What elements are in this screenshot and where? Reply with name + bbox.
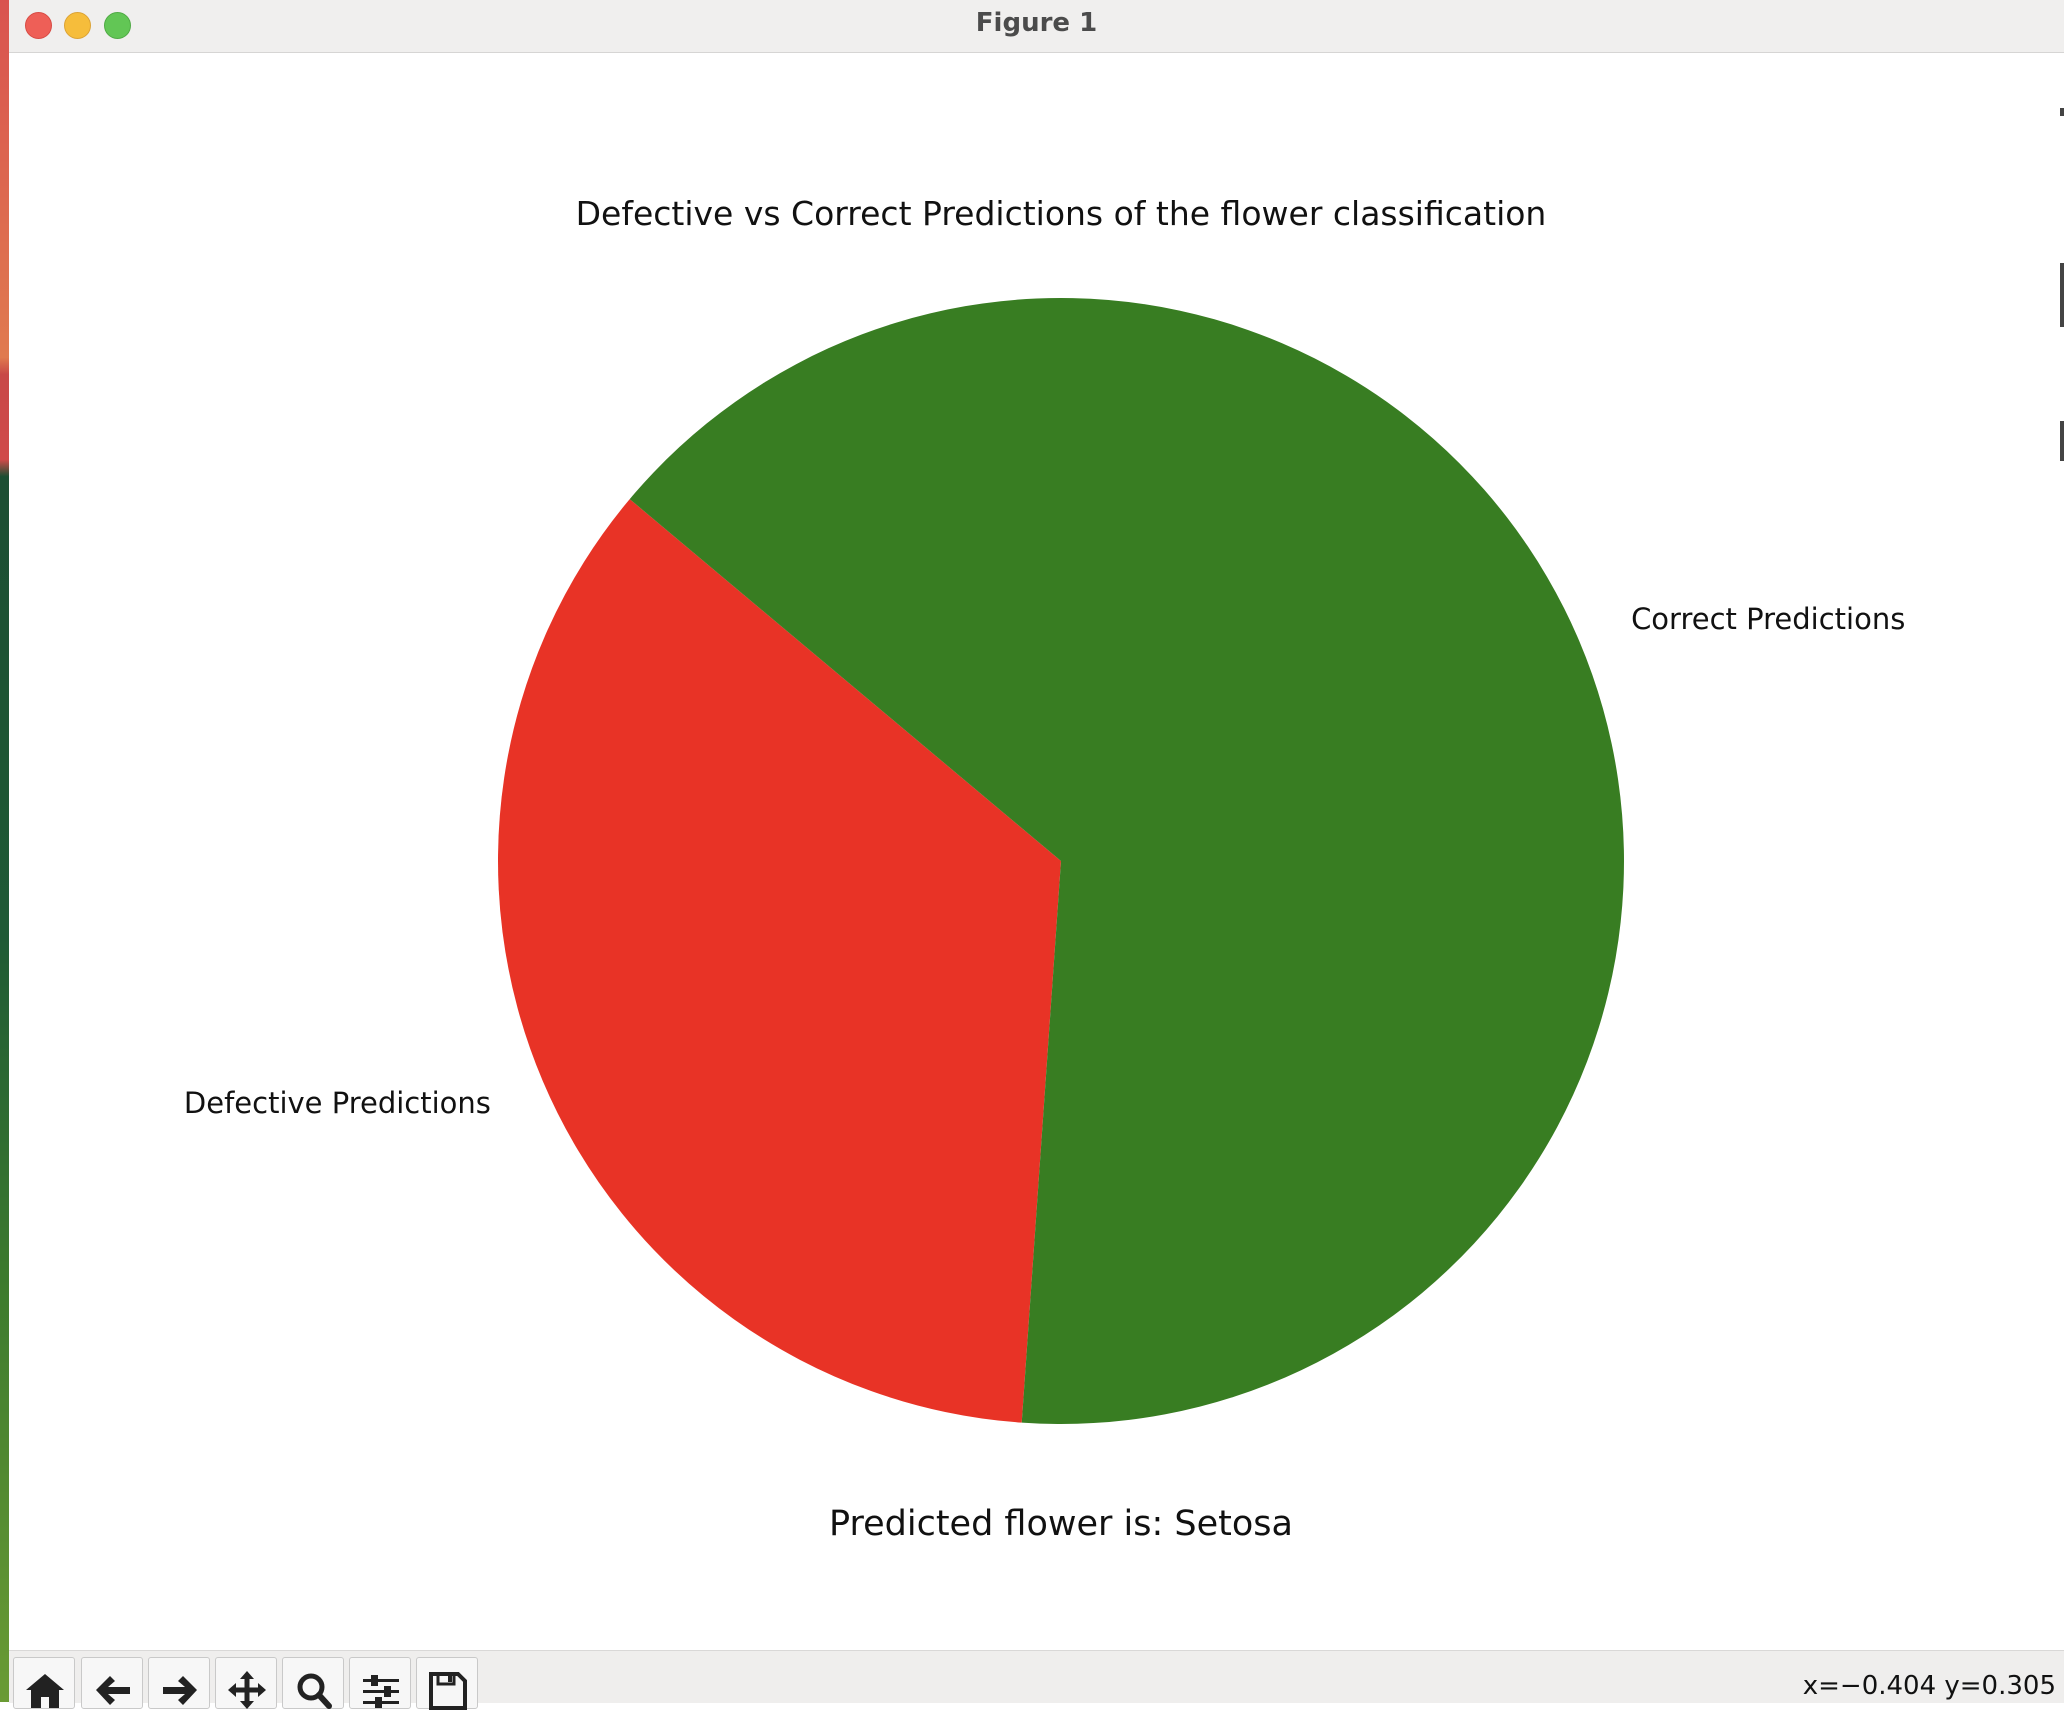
- pie-slice-correct-predictions: [629, 298, 1624, 1425]
- navigation-toolbar: x=−0.404 y=0.305: [9, 1650, 2064, 1710]
- home-button[interactable]: [13, 1657, 75, 1709]
- minimize-window-button[interactable]: [64, 12, 91, 39]
- edge-mark: [2060, 263, 2064, 327]
- chart-xlabel: Predicted flower is: Setosa: [829, 1504, 1293, 1544]
- window-title: Figure 1: [975, 8, 1098, 38]
- move-icon: [228, 1671, 266, 1709]
- slice-label: Correct Predictions: [1631, 602, 1905, 636]
- figure-canvas[interactable]: Defective vs Correct Predictions of the …: [9, 53, 2064, 1650]
- zoom-button[interactable]: [282, 1657, 344, 1709]
- configure-subplots-button[interactable]: [349, 1657, 411, 1709]
- window-titlebar[interactable]: Figure 1: [9, 0, 2064, 53]
- edge-mark: [2060, 108, 2064, 116]
- chart-title: Defective vs Correct Predictions of the …: [576, 194, 1547, 233]
- pie-slice-defective-predictions: [498, 499, 1061, 1423]
- zoom-window-button[interactable]: [104, 12, 131, 39]
- pie-chart: Defective vs Correct Predictions of the …: [184, 194, 1905, 1544]
- figure-window: Figure 1 Defective vs Correct Prediction…: [9, 0, 2064, 1710]
- floppy-disk-icon: [429, 1672, 467, 1710]
- magnifier-icon: [297, 1673, 332, 1709]
- edge-mark: [2060, 421, 2064, 461]
- cursor-coordinates: x=−0.404 y=0.305: [1802, 1671, 2056, 1701]
- sliders-icon: [363, 1675, 399, 1708]
- home-icon: [26, 1674, 64, 1708]
- arrow-left-icon: [96, 1676, 130, 1705]
- close-window-button[interactable]: [25, 12, 52, 39]
- pan-button[interactable]: [215, 1657, 277, 1709]
- slice-label: Defective Predictions: [184, 1086, 491, 1120]
- forward-button[interactable]: [148, 1657, 210, 1709]
- arrow-right-icon: [163, 1676, 197, 1705]
- desktop-background-strip: [0, 0, 9, 1702]
- save-button[interactable]: [416, 1657, 478, 1710]
- back-button[interactable]: [81, 1657, 143, 1709]
